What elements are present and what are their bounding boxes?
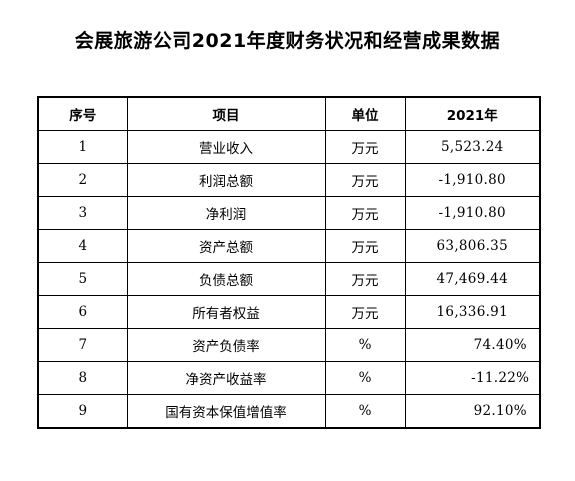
- table-header-row: 序号 项目 单位 2021年: [37, 96, 541, 131]
- cell-item: 净资产收益率: [126, 361, 326, 395]
- financial-data-table: 序号 项目 单位 2021年 1 营业收入 万元 5,523.24 2 利润总额…: [37, 96, 541, 429]
- cell-value: 63,806.35: [404, 229, 541, 263]
- cell-unit: %: [324, 328, 406, 362]
- table-row: 7 资产负债率 % 74.40%: [37, 328, 541, 362]
- cell-item: 资产总额: [126, 229, 326, 263]
- cell-unit: 万元: [324, 196, 406, 230]
- cell-index: 6: [37, 295, 128, 329]
- header-index: 序号: [37, 96, 128, 131]
- header-item: 项目: [126, 96, 326, 131]
- cell-index: 2: [37, 163, 128, 197]
- cell-index: 4: [37, 229, 128, 263]
- table-row: 3 净利润 万元 -1,910.80: [37, 196, 541, 230]
- cell-value: -11.22%: [404, 361, 541, 395]
- header-year: 2021年: [404, 96, 541, 131]
- cell-unit: 万元: [324, 130, 406, 164]
- cell-item: 国有资本保值增值率: [126, 394, 326, 429]
- table-row: 8 净资产收益率 % -11.22%: [37, 361, 541, 395]
- table-row: 2 利润总额 万元 -1,910.80: [37, 163, 541, 197]
- cell-index: 7: [37, 328, 128, 362]
- table-row: 5 负债总额 万元 47,469.44: [37, 262, 541, 296]
- cell-item: 所有者权益: [126, 295, 326, 329]
- cell-item: 营业收入: [126, 130, 326, 164]
- cell-index: 1: [37, 130, 128, 164]
- cell-value: 92.10%: [404, 394, 541, 429]
- cell-unit: 万元: [324, 295, 406, 329]
- table-row: 4 资产总额 万元 63,806.35: [37, 229, 541, 263]
- cell-value: 5,523.24: [404, 130, 541, 164]
- cell-item: 资产负债率: [126, 328, 326, 362]
- cell-index: 9: [37, 394, 128, 429]
- table-row: 1 营业收入 万元 5,523.24: [37, 130, 541, 164]
- cell-unit: 万元: [324, 229, 406, 263]
- cell-unit: %: [324, 394, 406, 429]
- cell-index: 5: [37, 262, 128, 296]
- cell-item: 净利润: [126, 196, 326, 230]
- cell-value: -1,910.80: [404, 196, 541, 230]
- cell-index: 3: [37, 196, 128, 230]
- table-row: 6 所有者权益 万元 16,336.91: [37, 295, 541, 329]
- cell-unit: %: [324, 361, 406, 395]
- cell-index: 8: [37, 361, 128, 395]
- document-title: 会展旅游公司2021年度财务状况和经营成果数据: [74, 30, 501, 52]
- cell-value: 47,469.44: [404, 262, 541, 296]
- cell-item: 负债总额: [126, 262, 326, 296]
- cell-item: 利润总额: [126, 163, 326, 197]
- cell-unit: 万元: [324, 262, 406, 296]
- cell-value: -1,910.80: [404, 163, 541, 197]
- cell-value: 74.40%: [404, 328, 541, 362]
- table-row: 9 国有资本保值增值率 % 92.10%: [37, 394, 541, 429]
- cell-unit: 万元: [324, 163, 406, 197]
- cell-value: 16,336.91: [404, 295, 541, 329]
- header-unit: 单位: [324, 96, 406, 131]
